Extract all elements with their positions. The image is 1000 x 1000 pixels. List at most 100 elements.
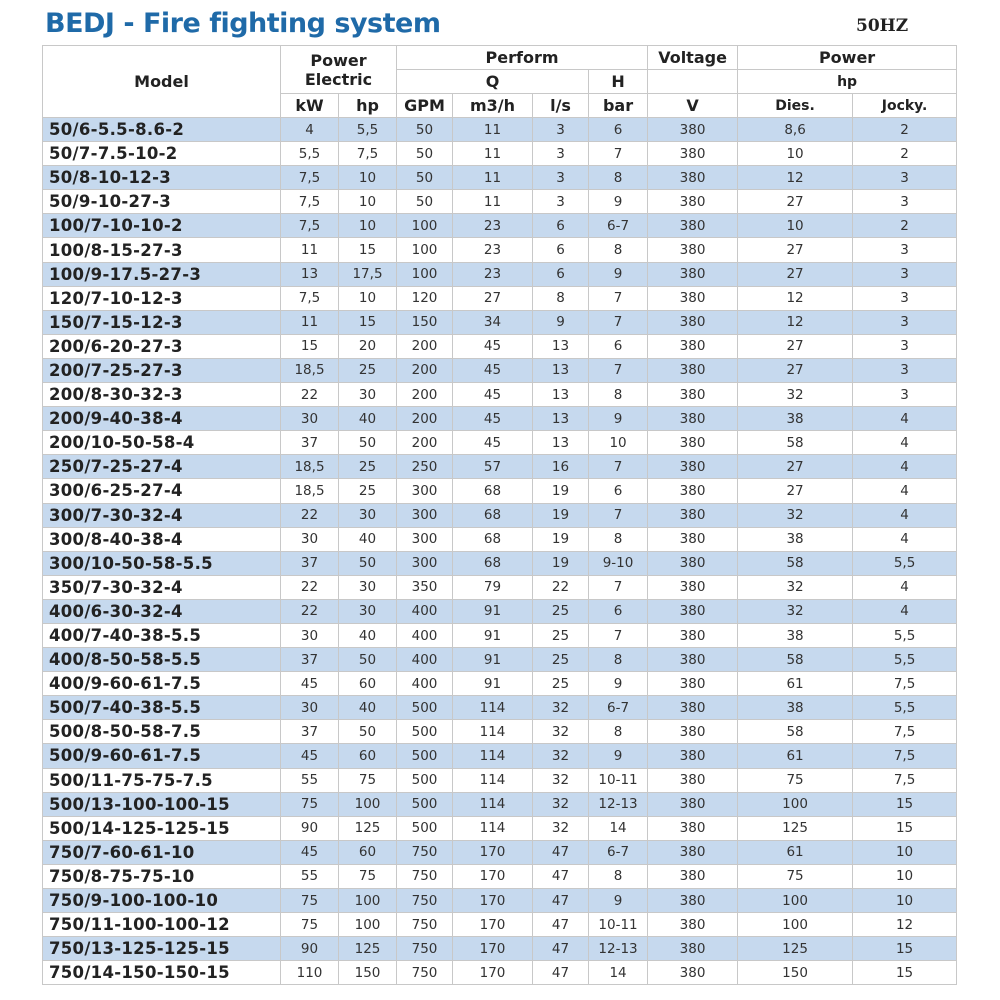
value-cell: 7,5 <box>280 189 339 215</box>
value-cell: 9 <box>588 887 649 914</box>
value-cell: 2 <box>852 116 958 143</box>
value-cell: 14 <box>588 815 649 841</box>
value-cell: 25 <box>532 598 590 624</box>
value-cell: 32 <box>532 815 590 841</box>
table-row: 300/10-50-58-5.5 37 50 300 68 19 9-10 380 58 5,5 <box>42 550 958 576</box>
model-cell: 150/7-15-12-3 <box>42 309 281 335</box>
value-cell: 68 <box>452 478 534 504</box>
value-cell: 50 <box>396 141 454 167</box>
value-cell: 47 <box>532 863 590 890</box>
value-cell: 25 <box>337 454 398 480</box>
value-cell: 16 <box>532 454 590 480</box>
value-cell: 32 <box>737 574 854 600</box>
model-cell: 750/7-60-61-10 <box>42 839 281 865</box>
header-unit: Jocky. <box>852 93 958 118</box>
value-cell: 6 <box>588 333 649 359</box>
value-cell: 11 <box>452 189 534 215</box>
value-cell: 3 <box>852 189 958 215</box>
value-cell: 6 <box>588 598 649 624</box>
value-cell: 750 <box>396 839 454 865</box>
value-cell: 27 <box>452 285 534 311</box>
value-cell: 500 <box>396 743 454 769</box>
value-cell: 380 <box>647 839 739 865</box>
value-cell: 30 <box>337 502 398 528</box>
value-cell: 9 <box>588 189 649 215</box>
value-cell: 3 <box>852 357 958 384</box>
value-cell: 47 <box>532 936 590 962</box>
value-cell: 22 <box>280 502 339 528</box>
model-cell: 500/7-40-38-5.5 <box>42 695 281 721</box>
value-cell: 10 <box>337 285 398 311</box>
value-cell: 380 <box>647 960 739 986</box>
value-cell: 7 <box>588 357 649 384</box>
value-cell: 30 <box>337 574 398 600</box>
value-cell: 4 <box>852 478 958 504</box>
model-cell: 100/8-15-27-3 <box>42 237 281 263</box>
value-cell: 750 <box>396 863 454 890</box>
model-cell: 500/8-50-58-7.5 <box>42 719 281 745</box>
value-cell: 120 <box>396 285 454 311</box>
table-row: 150/7-15-12-3 11 15 150 34 9 7 380 12 3 <box>42 309 958 335</box>
value-cell: 114 <box>452 743 534 769</box>
value-cell: 40 <box>337 622 398 649</box>
value-cell: 3 <box>852 285 958 311</box>
value-cell: 30 <box>337 598 398 624</box>
value-cell: 75 <box>280 791 339 817</box>
value-cell: 11 <box>452 116 534 143</box>
table-row: 400/6-30-32-4 22 30 400 91 25 6 380 32 4 <box>42 598 958 624</box>
value-cell: 3 <box>532 141 590 167</box>
value-cell: 380 <box>647 936 739 962</box>
value-cell: 9 <box>588 261 649 287</box>
value-cell: 13 <box>532 382 590 408</box>
value-cell: 380 <box>647 791 739 817</box>
value-cell: 380 <box>647 406 739 432</box>
header-unit: hp <box>337 93 398 118</box>
value-cell: 6 <box>532 213 590 239</box>
value-cell: 12 <box>852 912 958 938</box>
value-cell: 32 <box>532 743 590 769</box>
value-cell: 15 <box>337 237 398 263</box>
value-cell: 90 <box>280 815 339 841</box>
value-cell: 7 <box>588 502 649 528</box>
value-cell: 400 <box>396 598 454 624</box>
value-cell: 91 <box>452 647 534 673</box>
value-cell: 58 <box>737 647 854 673</box>
header-power-electric-line2: Electric <box>304 69 373 89</box>
spec-table: Model Power Electric Perform Voltage Powe… <box>42 45 958 986</box>
value-cell: 11 <box>280 309 339 335</box>
value-cell: 170 <box>452 887 534 914</box>
value-cell: 27 <box>737 261 854 287</box>
header-perform: Perform <box>396 45 649 70</box>
value-cell: 400 <box>396 671 454 697</box>
value-cell: 13 <box>280 261 339 287</box>
value-cell: 40 <box>337 406 398 432</box>
value-cell: 58 <box>737 550 854 576</box>
table-row: 120/7-10-12-3 7,5 10 120 27 8 7 380 12 3 <box>42 285 958 311</box>
table-row: 300/7-30-32-4 22 30 300 68 19 7 380 32 4 <box>42 502 958 528</box>
value-cell: 60 <box>337 743 398 769</box>
value-cell: 380 <box>647 912 739 938</box>
value-cell: 37 <box>280 550 339 576</box>
value-cell: 5,5 <box>852 695 958 721</box>
header-unit: V <box>647 93 739 118</box>
value-cell: 10 <box>737 141 854 167</box>
table-row: 750/7-60-61-10 45 60 750 170 47 6-7 380 61 10 <box>42 839 958 865</box>
value-cell: 10 <box>337 189 398 215</box>
value-cell: 27 <box>737 357 854 384</box>
value-cell: 300 <box>396 550 454 576</box>
value-cell: 50 <box>337 430 398 456</box>
value-cell: 200 <box>396 357 454 384</box>
table-row: 100/9-17.5-27-3 13 17,5 100 23 6 9 380 27 3 <box>42 261 958 287</box>
value-cell: 79 <box>452 574 534 600</box>
value-cell: 75 <box>280 912 339 938</box>
value-cell: 114 <box>452 815 534 841</box>
value-cell: 380 <box>647 671 739 697</box>
value-cell: 500 <box>396 791 454 817</box>
value-cell: 300 <box>396 478 454 504</box>
value-cell: 17,5 <box>337 261 398 287</box>
value-cell: 27 <box>737 454 854 480</box>
value-cell: 11 <box>280 237 339 263</box>
value-cell: 114 <box>452 719 534 745</box>
value-cell: 38 <box>737 406 854 432</box>
value-cell: 10 <box>737 213 854 239</box>
